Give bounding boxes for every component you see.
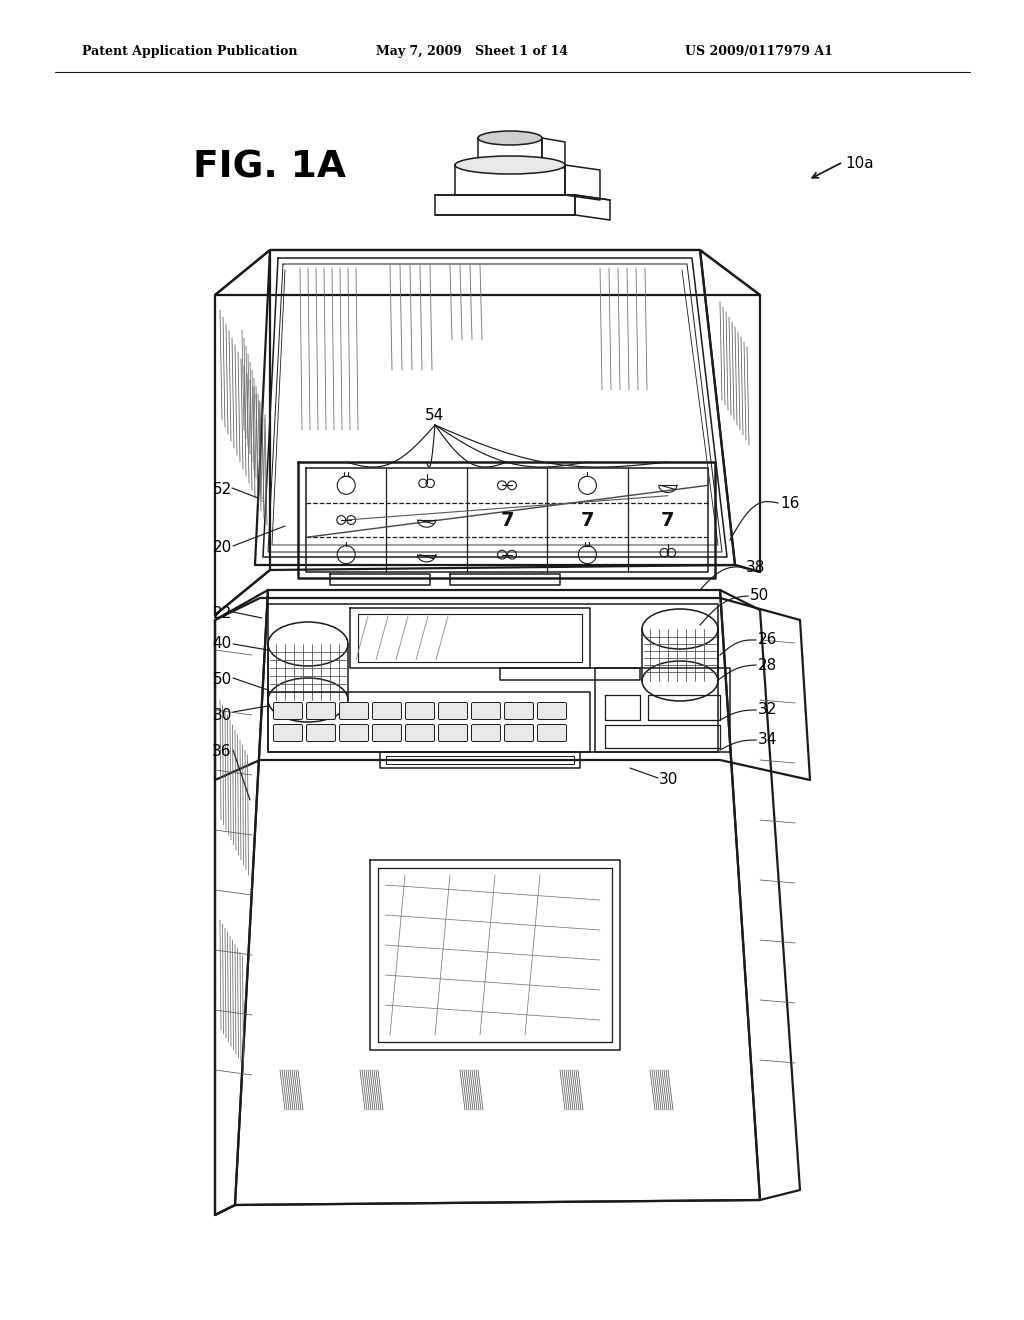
Text: 32: 32 [758,702,777,718]
FancyBboxPatch shape [373,725,401,742]
Text: 30: 30 [658,772,678,788]
FancyBboxPatch shape [538,725,566,742]
FancyBboxPatch shape [505,725,534,742]
Text: 54: 54 [425,408,444,422]
FancyBboxPatch shape [273,725,302,742]
Text: May 7, 2009   Sheet 1 of 14: May 7, 2009 Sheet 1 of 14 [376,45,568,58]
Text: 36: 36 [212,744,231,759]
FancyBboxPatch shape [538,702,566,719]
FancyBboxPatch shape [438,725,468,742]
FancyBboxPatch shape [373,702,401,719]
Text: Patent Application Publication: Patent Application Publication [82,45,298,58]
FancyBboxPatch shape [471,702,501,719]
Text: 7: 7 [581,511,594,529]
Text: 50: 50 [212,672,231,688]
FancyBboxPatch shape [471,725,501,742]
Text: 38: 38 [746,560,765,574]
Text: 20: 20 [212,540,231,556]
Text: 7: 7 [501,511,514,529]
Text: US 2009/0117979 A1: US 2009/0117979 A1 [685,45,833,58]
Text: 50: 50 [750,589,769,603]
Ellipse shape [455,156,565,174]
Ellipse shape [478,131,542,145]
FancyBboxPatch shape [306,725,336,742]
FancyBboxPatch shape [505,702,534,719]
FancyBboxPatch shape [406,702,434,719]
FancyBboxPatch shape [273,702,302,719]
Text: 40: 40 [212,636,231,652]
Text: 22: 22 [212,606,231,620]
FancyBboxPatch shape [340,725,369,742]
FancyBboxPatch shape [340,702,369,719]
Text: 10a: 10a [845,156,873,170]
FancyBboxPatch shape [438,702,468,719]
Text: FIG. 1A: FIG. 1A [193,150,346,186]
Text: 16: 16 [780,495,800,511]
Text: 34: 34 [758,733,777,747]
FancyBboxPatch shape [306,702,336,719]
FancyBboxPatch shape [406,725,434,742]
Text: 30: 30 [212,708,231,722]
Text: 52: 52 [212,483,231,498]
Text: 7: 7 [662,511,675,529]
Text: 28: 28 [758,657,777,672]
Text: 26: 26 [758,632,777,648]
